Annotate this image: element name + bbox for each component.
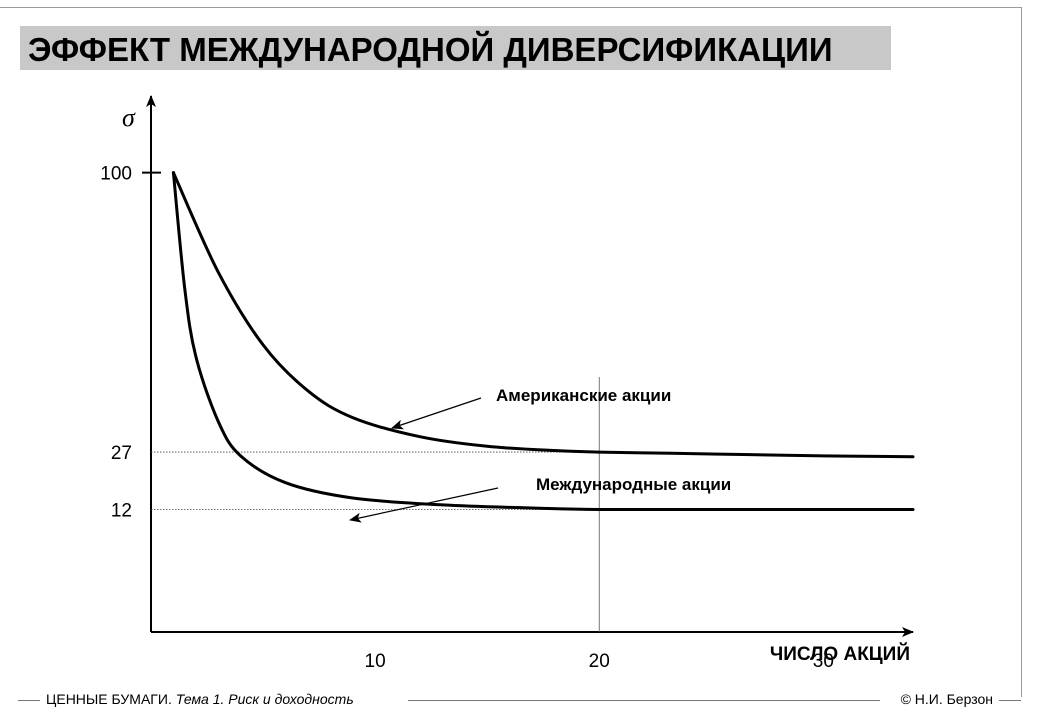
x-tick-label: 30	[813, 651, 834, 672]
y-axis-label: σ	[122, 103, 136, 132]
footer-line-right	[999, 700, 1021, 701]
guide-lines	[151, 377, 600, 632]
series-line-1	[171, 171, 915, 459]
frame-top-line	[0, 7, 1021, 8]
series-lines	[171, 171, 915, 512]
footer-topic: Тема 1. Риск и доходность	[175, 691, 354, 707]
x-axis-label: ЧИСЛО АКЦИЙ	[770, 643, 910, 665]
annotation-arrow-1	[391, 397, 482, 430]
frame-right-line	[1021, 7, 1022, 697]
series-line-2	[171, 171, 915, 512]
slide-title: ЭФФЕКТ МЕЖДУНАРОДНОЙ ДИВЕРСИФИКАЦИИ	[28, 31, 833, 68]
footer-course: ЦЕННЫЕ БУМАГИ. Тема 1. Риск и доходность	[46, 691, 354, 707]
footer-author: © Н.И. Берзон	[900, 691, 993, 707]
x-tick-label: 20	[589, 651, 610, 672]
footer-line-left	[18, 700, 40, 701]
axis-ticks: 100 27 12 10 20 30	[100, 164, 834, 672]
y-tick-label: 12	[111, 500, 132, 521]
slide-title-bar: ЭФФЕКТ МЕЖДУНАРОДНОЙ ДИВЕРСИФИКАЦИИ	[20, 26, 891, 70]
footer-course-name: ЦЕННЫЕ БУМАГИ.	[46, 691, 172, 707]
annotations: Американские акции Международные акции	[349, 386, 731, 523]
x-tick-label: 10	[365, 651, 386, 672]
annotation-arrow-2	[349, 487, 499, 523]
annotation-label-1: Американские акции	[496, 386, 671, 405]
y-tick-label: 100	[100, 164, 132, 185]
footer-line-middle	[408, 700, 880, 701]
y-tick-label: 27	[111, 443, 132, 464]
annotation-label-2: Международные акции	[536, 475, 731, 494]
